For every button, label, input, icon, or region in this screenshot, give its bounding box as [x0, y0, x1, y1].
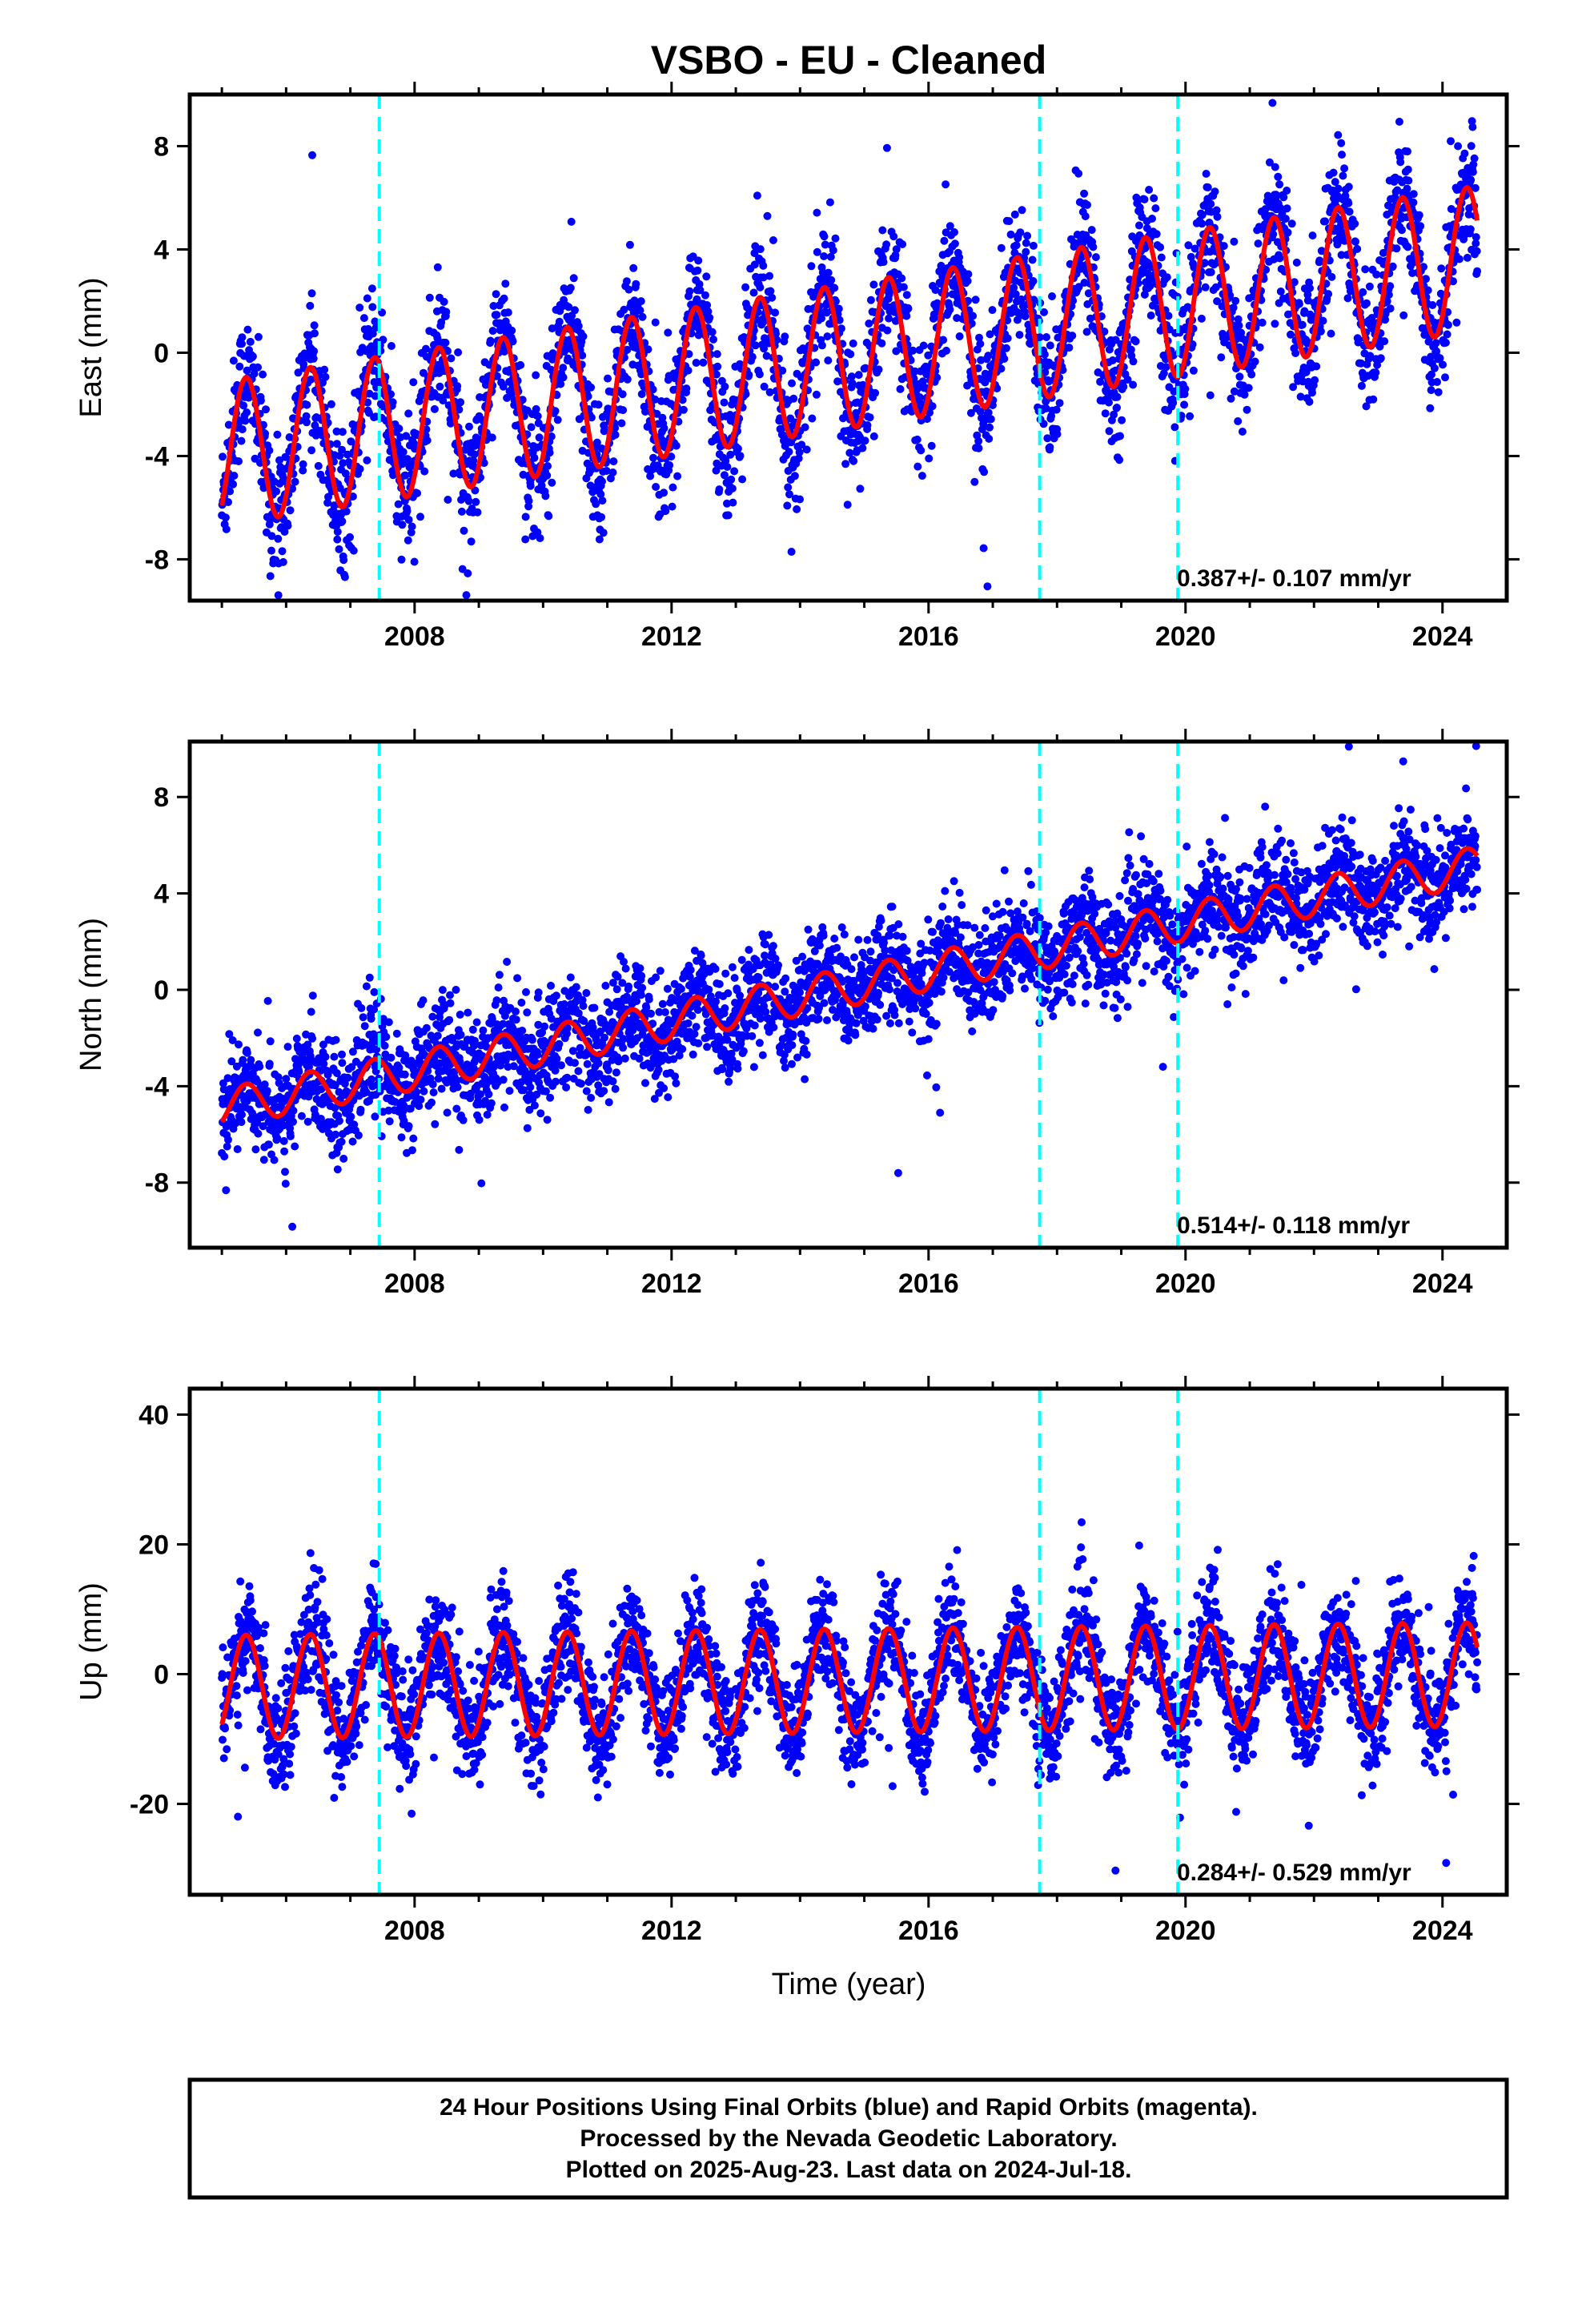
- up-x-tick-label: 2024: [1412, 1916, 1473, 1946]
- up-y-tick-label: 40: [139, 1400, 169, 1430]
- north-y-tick-label: 4: [154, 879, 169, 910]
- north-data-points: [218, 742, 1481, 1277]
- east-y-tick-label: 8: [154, 131, 169, 162]
- north-x-tick-label: 2016: [898, 1269, 959, 1299]
- east-rate-label: 0.387+/- 0.107 mm/yr: [1177, 565, 1411, 592]
- east-x-tick-label: 2008: [384, 621, 445, 652]
- east-y-tick-label: -8: [145, 545, 169, 575]
- up-rate-label: 0.284+/- 0.529 mm/yr: [1177, 1860, 1411, 1886]
- up-y-tick-label: 20: [139, 1530, 169, 1560]
- east-y-tick-label: 4: [154, 235, 169, 265]
- up-y-tick-label: 0: [154, 1660, 169, 1691]
- up-panel: 40 20 0 -20 2008 2012 2016 2020 2024 Up (mm) 0.284…: [74, 1376, 1520, 1946]
- up-x-tick-label: 2020: [1155, 1916, 1216, 1946]
- north-y-tick-label: 0: [154, 975, 169, 1006]
- north-rate-label: 0.514+/- 0.118 mm/yr: [1177, 1212, 1410, 1239]
- north-y-tick-label: 8: [154, 782, 169, 813]
- x-axis-label: Time (year): [772, 1968, 926, 2001]
- east-x-tick-label: 2024: [1412, 621, 1473, 652]
- north-y-axis-label: North (mm): [74, 918, 108, 1072]
- up-x-tick-label: 2012: [641, 1916, 702, 1946]
- north-y-tick-label: -4: [145, 1072, 169, 1102]
- east-panel: 8 4 0 -4 -8 2008 2012 2016 2020 2024 East (mm) 0.38…: [74, 44, 1520, 652]
- east-y-tick-label: 0: [154, 338, 169, 368]
- east-data-points: [218, 44, 1481, 617]
- up-x-tick-label: 2008: [384, 1916, 445, 1946]
- up-y-axis-label: Up (mm): [74, 1582, 108, 1701]
- east-x-tick-label: 2016: [898, 621, 959, 652]
- chart-title: VSBO - EU - Cleaned: [651, 38, 1047, 82]
- east-y-tick-label: -4: [145, 441, 169, 472]
- east-x-tick-label: 2020: [1155, 621, 1216, 652]
- east-y-axis-label: East (mm): [74, 277, 108, 417]
- north-x-tick-label: 2024: [1412, 1269, 1473, 1299]
- east-x-tick-label: 2012: [641, 621, 702, 652]
- footer-line-3: Plotted on 2025-Aug-23. Last data on 202…: [566, 2157, 1132, 2183]
- north-x-tick-label: 2020: [1155, 1269, 1216, 1299]
- north-y-tick-label: -8: [145, 1168, 169, 1199]
- footer-line-2: Processed by the Nevada Geodetic Laborat…: [580, 2125, 1117, 2152]
- footer-line-1: 24 Hour Positions Using Final Orbits (bl…: [440, 2094, 1258, 2121]
- up-x-tick-label: 2016: [898, 1916, 959, 1946]
- up-y-tick-label: -20: [130, 1790, 169, 1820]
- north-x-tick-label: 2008: [384, 1269, 445, 1299]
- north-panel: 8 4 0 -4 -8 2008 2012 2016 2020 2024 North (mm) 0.5…: [74, 729, 1520, 1299]
- north-x-tick-label: 2012: [641, 1269, 702, 1299]
- up-frame: [190, 1389, 1507, 1895]
